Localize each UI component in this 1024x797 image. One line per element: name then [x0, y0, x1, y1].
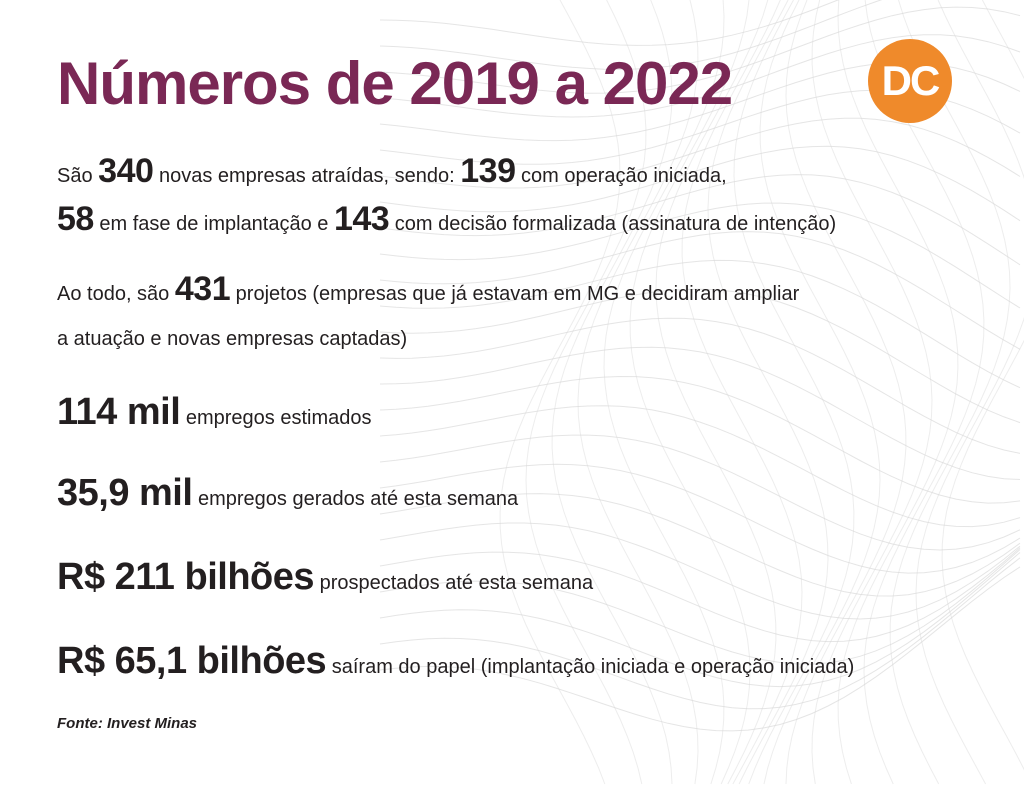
- stat-label: empregos estimados: [185, 407, 372, 429]
- projects-line-1: Ao todo, são 431 projetos (empresas que …: [57, 270, 799, 309]
- stat-row: R$ 211 bilhões prospectados até esta sem…: [57, 556, 593, 599]
- projects-number: 431: [174, 270, 231, 308]
- summary-line-1: São 340 novas empresas atraídas, sendo: …: [57, 152, 727, 191]
- implementation-number: 58: [57, 200, 94, 238]
- stat-value: R$ 211 bilhões: [57, 556, 315, 598]
- summary-line-2-mid: em fase de implantação e: [99, 213, 329, 235]
- stat-label: prospectados até esta semana: [319, 572, 594, 594]
- page-title: Números de 2019 a 2022: [57, 50, 733, 117]
- formal-decision-number: 143: [333, 200, 390, 238]
- projects-pre: Ao todo, são: [57, 283, 170, 305]
- summary-line-1-mid: novas empresas atraídas, sendo:: [158, 165, 455, 187]
- stat-label: saíram do papel (implantação iniciada e …: [331, 656, 855, 678]
- stat-label: empregos gerados até esta semana: [197, 488, 519, 510]
- stat-value: R$ 65,1 bilhões: [57, 640, 327, 682]
- companies-attracted-number: 340: [98, 152, 154, 190]
- projects-line-2: a atuação e novas empresas captadas): [57, 328, 408, 350]
- projects-post: projetos (empresas que já estavam em MG …: [235, 283, 800, 305]
- operation-started-number: 139: [460, 152, 516, 190]
- summary-line-1-post: com operação iniciada,: [521, 165, 727, 187]
- stat-row: 35,9 mil empregos gerados até esta seman…: [57, 472, 518, 515]
- summary-line-1-pre: São: [57, 165, 93, 187]
- summary-line-2: 58 em fase de implantação e 143 com deci…: [57, 200, 836, 239]
- stat-row: 114 mil empregos estimados: [57, 391, 371, 434]
- stat-value: 114 mil: [57, 391, 181, 433]
- dc-logo: DC: [868, 39, 952, 123]
- summary-line-2-post: com decisão formalizada (assinatura de i…: [394, 213, 837, 235]
- stat-row: R$ 65,1 bilhões saíram do papel (implant…: [57, 640, 854, 683]
- stat-value: 35,9 mil: [57, 472, 193, 514]
- source-note: Fonte: Invest Minas: [57, 715, 198, 732]
